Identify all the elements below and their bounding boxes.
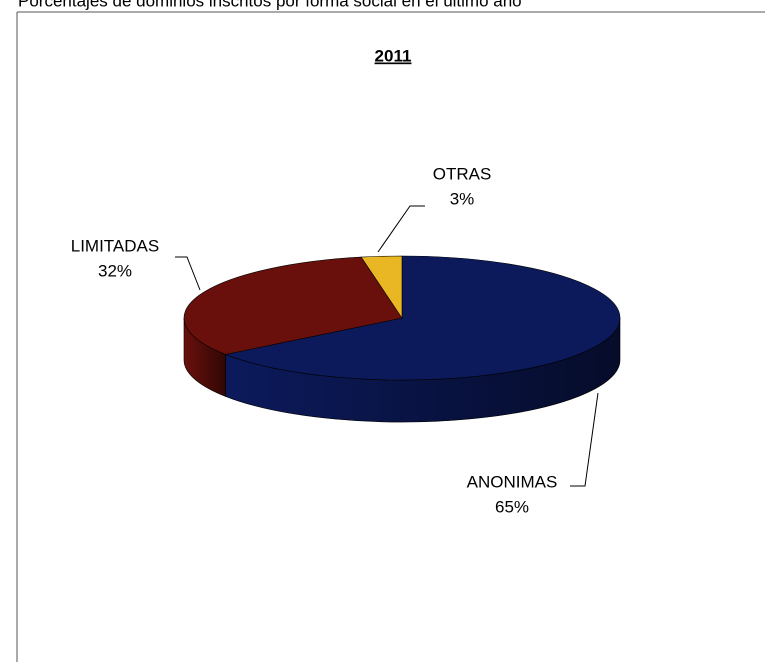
slice-value-label: 3%: [450, 189, 475, 208]
chart-title: 2011: [375, 46, 412, 65]
slice: [360, 255, 403, 319]
leader-line: [377, 205, 425, 253]
leader-line: [570, 392, 599, 487]
slice: [183, 256, 403, 355]
slice: [224, 255, 621, 381]
slice-label: ANONIMAS: [467, 472, 558, 491]
slice-value-label: 32%: [98, 261, 132, 280]
slice-side-shade: [225, 318, 621, 422]
caption: Porcentajes de dominios inscritos por fo…: [18, 0, 522, 10]
leader-line: [175, 256, 201, 291]
slice-side-shade: [184, 318, 226, 397]
slice-label: LIMITADAS: [71, 236, 159, 255]
slice-label: OTRAS: [433, 164, 492, 183]
slice-value-label: 65%: [495, 497, 529, 516]
